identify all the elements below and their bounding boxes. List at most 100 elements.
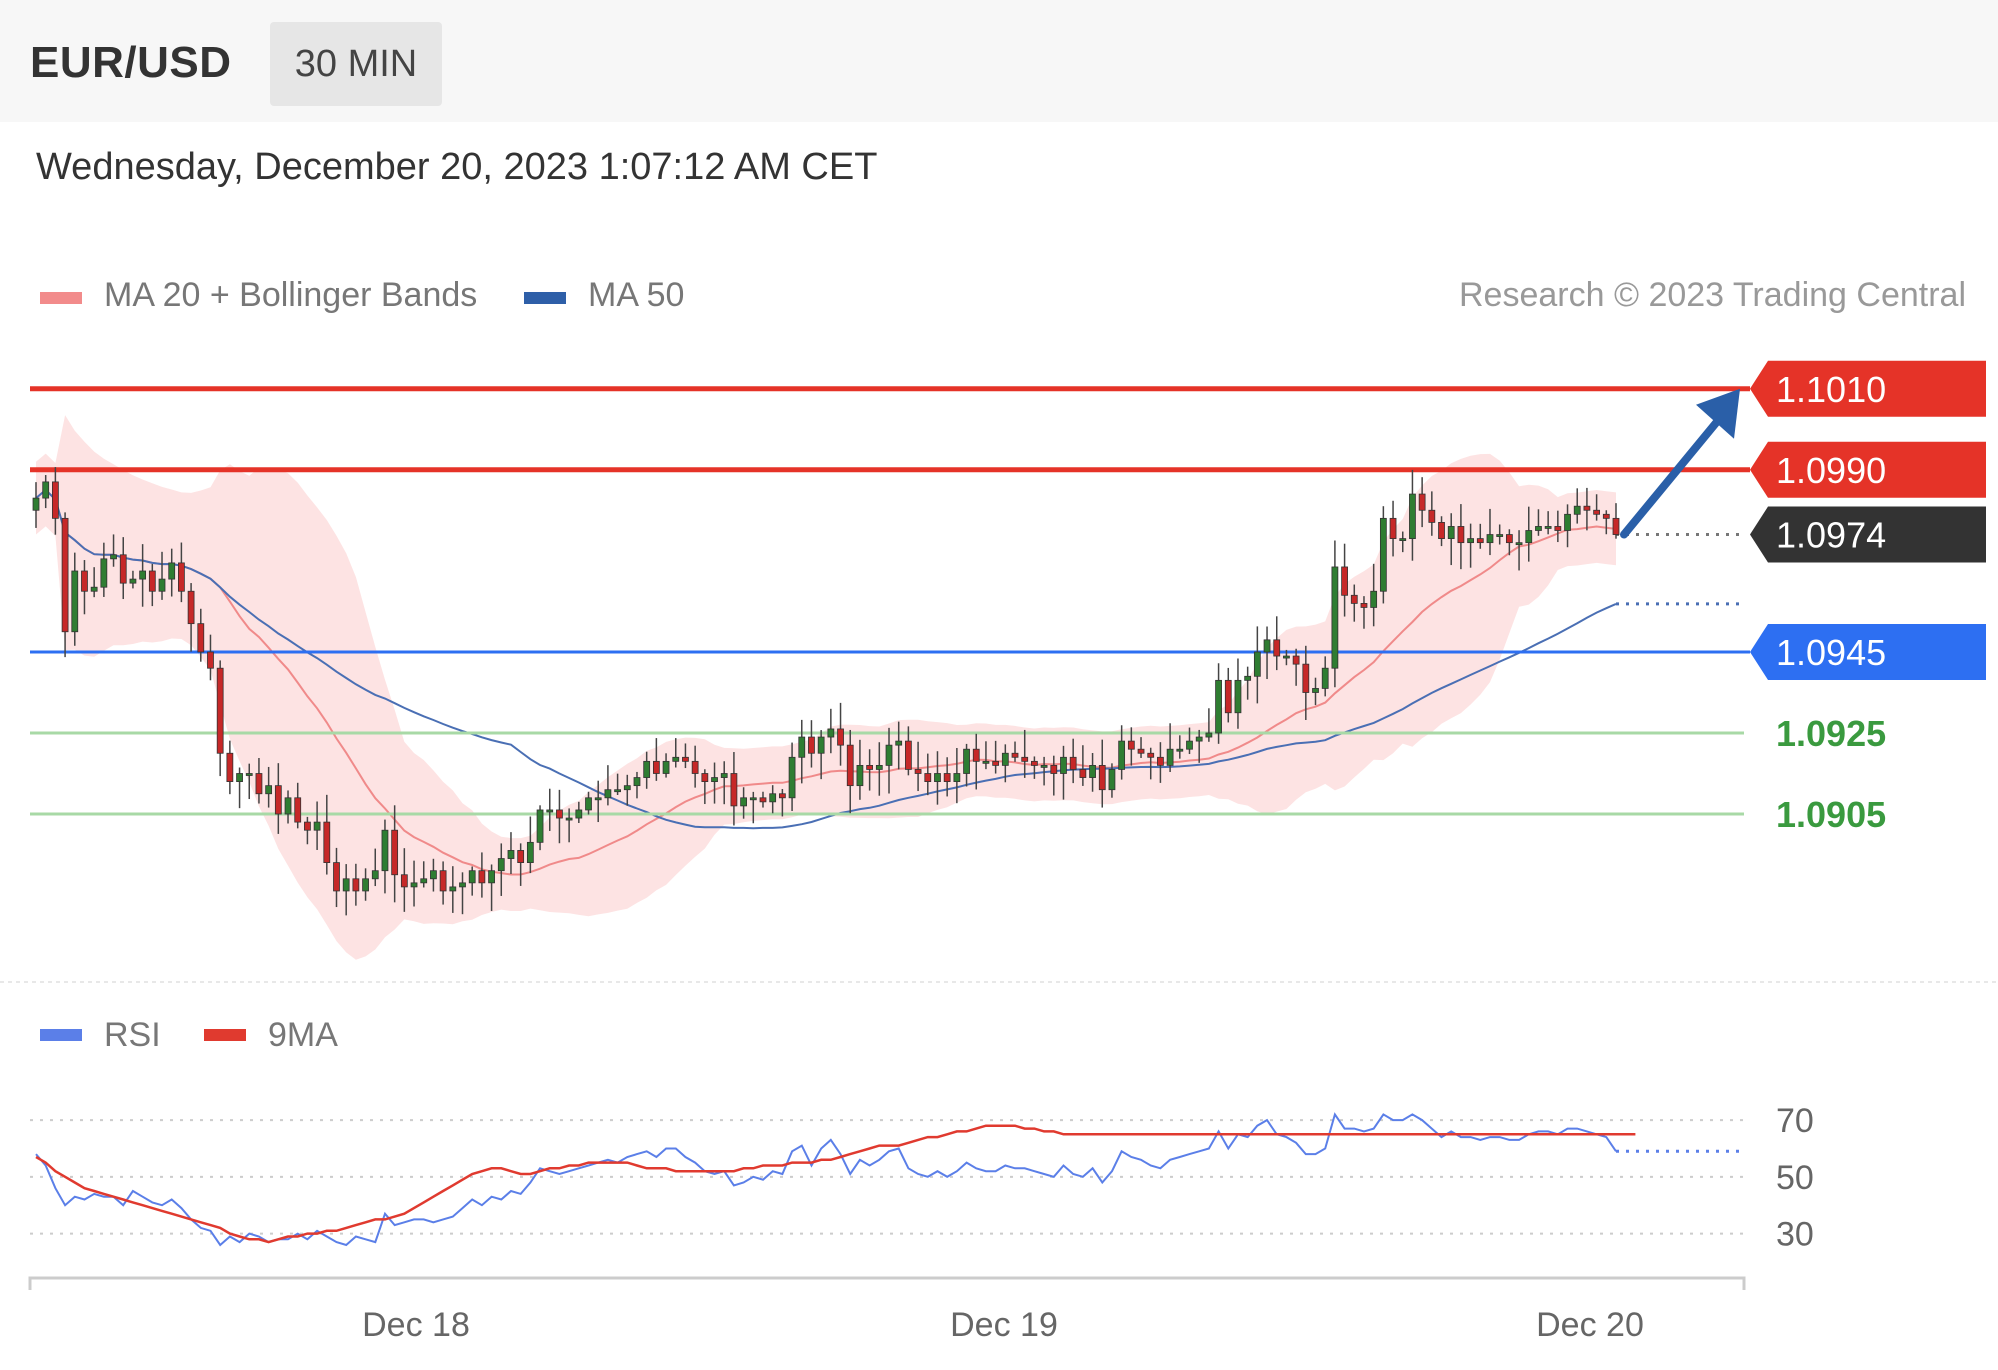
candle-body — [1457, 526, 1465, 544]
candle-body — [1273, 639, 1281, 657]
candle-body — [682, 756, 689, 762]
candle-body — [817, 736, 825, 754]
candle-body — [313, 821, 321, 831]
candle-body — [468, 870, 476, 884]
rsi-line — [35, 1112, 1617, 1247]
level-tag-1.0974 — [1750, 506, 1986, 563]
level-tag-1.1010 — [1750, 360, 1986, 417]
candle-body — [187, 590, 195, 625]
candle-body — [1418, 493, 1426, 511]
candle-body — [178, 562, 185, 592]
candle-body — [963, 748, 970, 774]
candle-body — [1050, 765, 1058, 774]
level-label-1.0925: 1.0925 — [1776, 713, 1886, 754]
candle-body — [1341, 566, 1348, 596]
chart-datetime: Wednesday, December 20, 2023 1:07:12 AM … — [36, 146, 878, 188]
candle-body — [808, 736, 815, 754]
candle-body — [1350, 594, 1358, 604]
candle-body — [400, 874, 408, 888]
candle-body — [1234, 679, 1242, 714]
candle-body — [992, 760, 1000, 766]
candle-body — [71, 570, 79, 633]
candle-body — [158, 578, 166, 592]
candle-body — [924, 773, 932, 782]
rsi-tick-labels: 70 50 30 — [1776, 1102, 1814, 1254]
candle-body — [594, 797, 602, 801]
candle-body — [1069, 756, 1077, 770]
candle-body — [778, 793, 786, 799]
candle-body — [1399, 538, 1407, 541]
legend-label-9ma: 9MA — [268, 1016, 338, 1054]
candle-body — [255, 773, 263, 795]
candle-body — [497, 858, 505, 872]
pair-title: EUR/USD — [30, 38, 232, 87]
legend-label-ma50: MA 50 — [588, 276, 684, 314]
level-labels: 1.1010 1.0990 1.0974 1.0945 1.0925 1.0905 — [1750, 360, 1986, 835]
candle-body — [1098, 765, 1106, 791]
candle-body — [1108, 769, 1116, 791]
candle-body — [381, 829, 389, 872]
candle-body — [1544, 526, 1552, 529]
candle-body — [90, 586, 98, 592]
candle-body — [1447, 526, 1455, 540]
candle-body — [866, 765, 874, 770]
candle-body — [1389, 517, 1397, 539]
level-label-1.0974: 1.0974 — [1776, 515, 1886, 556]
candle-body — [274, 785, 282, 815]
candle-body — [798, 736, 806, 758]
candle-body — [304, 821, 311, 831]
candle-body — [1253, 651, 1261, 677]
candle-body — [110, 554, 117, 560]
candle-body — [740, 797, 747, 807]
timeframe-badge[interactable]: 30 MIN — [270, 22, 442, 106]
candle-body — [982, 760, 990, 764]
candle-body — [875, 765, 883, 770]
candle-body — [100, 558, 108, 588]
candle-body — [410, 882, 418, 888]
candle-body — [1079, 769, 1087, 778]
candle-body — [1021, 756, 1029, 762]
candle-body — [846, 744, 854, 787]
candle-body — [226, 752, 234, 783]
candle-body — [691, 760, 699, 774]
candle-body — [1612, 517, 1620, 535]
rsi-tick-30: 30 — [1776, 1216, 1814, 1254]
candle-body — [1127, 740, 1135, 750]
candle-body — [895, 740, 903, 746]
candle-body — [1215, 679, 1222, 734]
candle-body — [837, 728, 844, 746]
candle-body — [1379, 517, 1387, 592]
candle-body — [1157, 756, 1164, 766]
candle-body — [391, 829, 399, 876]
candle-body — [701, 773, 709, 782]
candle-body — [1505, 534, 1513, 544]
level-label-1.0990: 1.0990 — [1776, 450, 1886, 491]
candle-body — [449, 886, 457, 892]
candle-body — [342, 878, 350, 892]
candle-body — [1535, 526, 1542, 531]
candle-body — [216, 667, 224, 754]
candle-body — [1467, 538, 1474, 544]
candle-body — [1438, 522, 1445, 540]
candle-body — [1302, 663, 1310, 693]
candle-body — [720, 773, 728, 778]
legend-swatch-9ma — [204, 1029, 246, 1041]
rsi-tick-50: 50 — [1776, 1159, 1814, 1197]
candle-body — [623, 785, 631, 791]
candle-body — [759, 797, 767, 803]
candle-body — [333, 862, 340, 892]
legend-label-ma20: MA 20 + Bollinger Bands — [104, 276, 477, 314]
candle-body — [32, 497, 40, 511]
candle-body — [730, 773, 738, 807]
copyright-text: Research © 2023 Trading Central — [1459, 276, 1966, 314]
forecast-arrow-head — [1696, 388, 1740, 439]
candle-body — [972, 748, 980, 762]
x-tick-dec-20: Dec 20 — [1536, 1306, 1644, 1344]
candle-body — [575, 809, 583, 819]
candle-body — [565, 817, 573, 821]
candle-body — [1176, 748, 1184, 752]
candle-body — [1602, 513, 1610, 519]
candle-body — [633, 777, 641, 787]
